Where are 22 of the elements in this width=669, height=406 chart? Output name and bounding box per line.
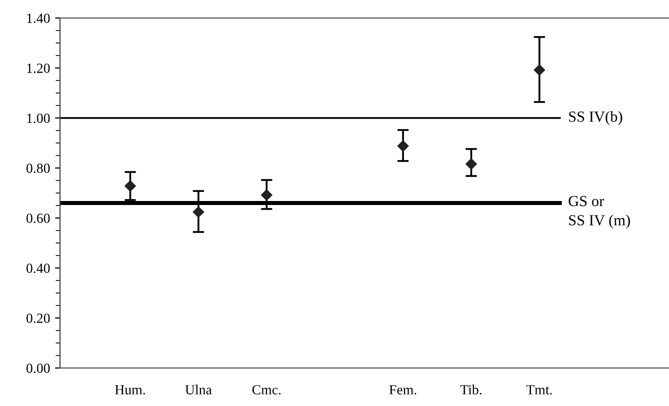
x-tick-label: Cmc. — [252, 385, 281, 394]
x-tick-label: Tib. — [460, 384, 482, 394]
ref-line-label: GS or SS IV (m) — [568, 196, 630, 229]
y-tick-label: 0.60 — [26, 214, 50, 224]
x-tick-label: Ulna — [185, 384, 212, 394]
y-tick-label: 0.80 — [26, 164, 50, 174]
x-tick-label: Tmt. — [526, 385, 552, 394]
ref-line-label: SS IV(b) — [569, 111, 622, 125]
point — [466, 158, 477, 170]
y-tick-label: 0.40 — [26, 264, 50, 274]
point — [261, 189, 272, 201]
y-tick-label: 1.20 — [27, 64, 50, 74]
y-tick-label: 1.40 — [27, 14, 50, 24]
y-tick-label: 1.00 — [27, 114, 50, 124]
point — [124, 180, 136, 192]
y-tick-label: 0.20 — [26, 314, 50, 324]
point — [534, 64, 546, 76]
point — [192, 206, 204, 218]
x-tick-label: Fem. — [389, 385, 416, 394]
y-tick-label: 0.00 — [26, 364, 50, 374]
point — [397, 140, 409, 152]
x-tick-label: Hum. — [115, 385, 145, 394]
